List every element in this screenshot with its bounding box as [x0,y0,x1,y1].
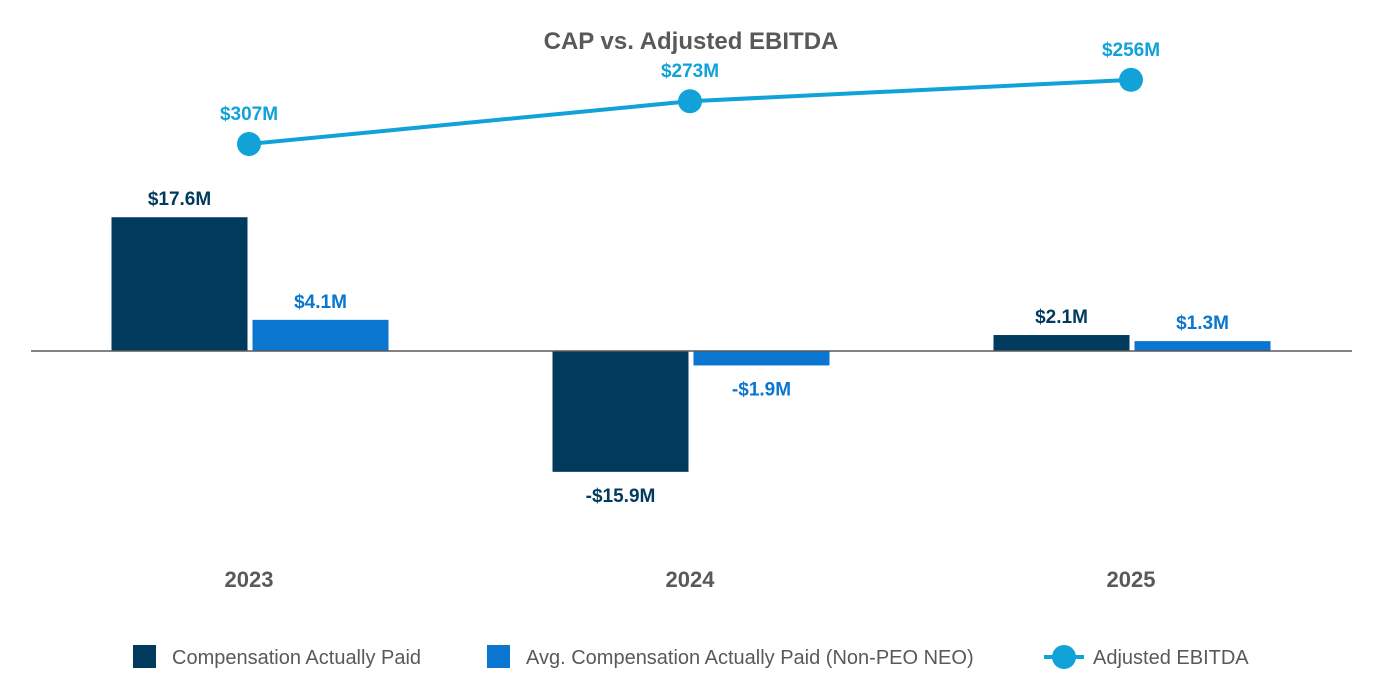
bar-compensation-actually-paid-2023 [111,217,248,351]
bar-avg-compensation-actually-paid-non-peo-neo-2023 [252,319,389,351]
legend-swatch-avg-cap [487,645,510,668]
data-label-adjusted-ebitda-2025: $256M [1102,40,1160,61]
legend-marker-ebitda [1052,645,1076,669]
category-label-2024: 2024 [666,567,716,592]
point-adjusted-ebitda-2024 [678,89,702,114]
data-label-compensation-actually-paid-2025: $2.1M [1035,307,1088,328]
legend-label-ebitda: Adjusted EBITDA [1093,647,1249,669]
bars-layer [111,217,1271,472]
data-label-avg-compensation-actually-paid-non-peo-neo-2023: $4.1M [294,292,347,313]
data-label-compensation-actually-paid-2024: -$15.9M [586,486,656,507]
bar-avg-compensation-actually-paid-non-peo-neo-2024 [693,351,830,366]
data-label-adjusted-ebitda-2023: $307M [220,104,278,125]
point-adjusted-ebitda-2023 [237,132,261,156]
chart-title: CAP vs. Adjusted EBITDA [544,28,839,55]
ebitda-line-layer [237,67,1143,156]
legend-label-avg-cap: Avg. Compensation Actually Paid (Non-PEO… [526,647,974,669]
data-label-compensation-actually-paid-2023: $17.6M [148,189,211,210]
point-adjusted-ebitda-2025 [1119,67,1143,92]
legend-swatch-cap [133,645,156,668]
legend: Compensation Actually Paid Avg. Compensa… [133,645,1249,669]
data-label-adjusted-ebitda-2024: $273M [661,61,719,82]
data-label-avg-compensation-actually-paid-non-peo-neo-2024: -$1.9M [732,379,791,400]
category-label-2025: 2025 [1107,567,1156,592]
bar-avg-compensation-actually-paid-non-peo-neo-2025 [1134,341,1271,351]
category-labels: 2023 2024 2025 [225,567,1156,592]
bar-compensation-actually-paid-2025 [993,335,1130,351]
data-label-avg-compensation-actually-paid-non-peo-neo-2025: $1.3M [1176,313,1229,334]
category-label-2023: 2023 [225,567,274,592]
legend-label-cap: Compensation Actually Paid [172,647,421,669]
data-labels-layer: $17.6M -$15.9M $2.1M $4.1M -$1.9M $1.3M $307M $… [148,40,1229,507]
bar-compensation-actually-paid-2024 [552,351,689,472]
